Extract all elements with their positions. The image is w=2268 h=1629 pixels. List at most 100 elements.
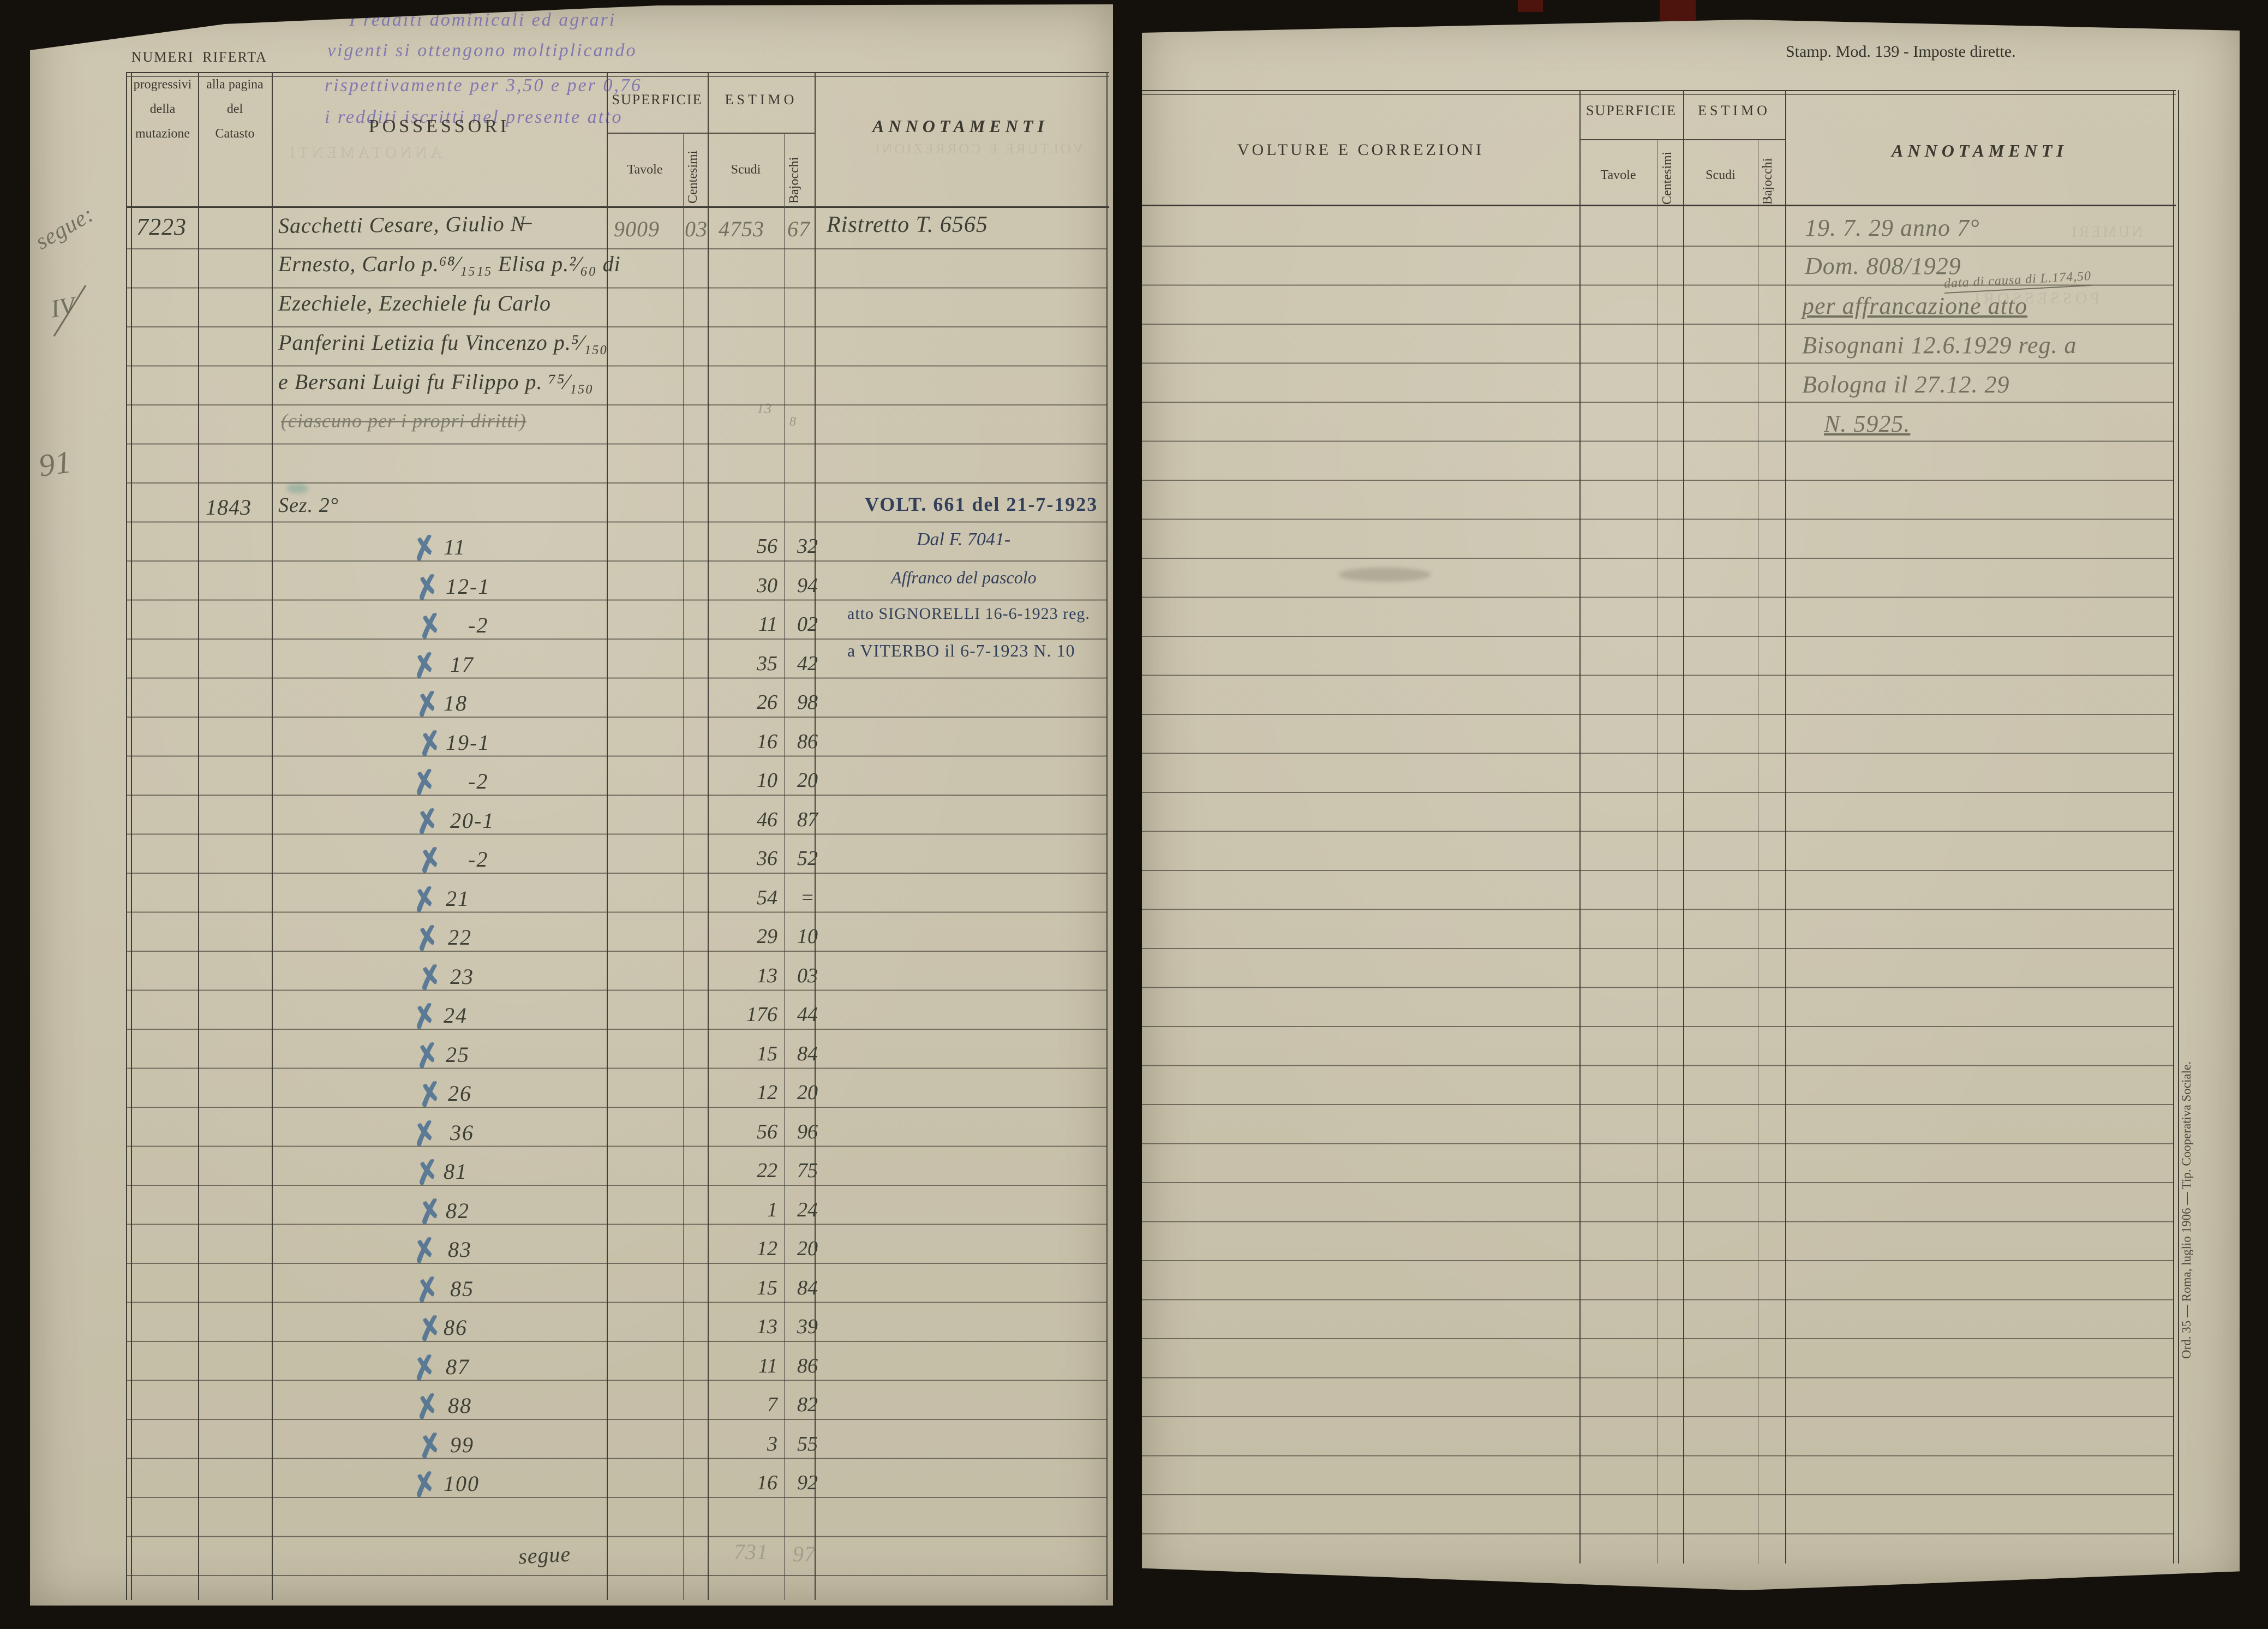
bleedthrough-ghost: NUMERI [2069, 224, 2143, 241]
header-annotamenti: ANNOTAMENTI [1892, 141, 2068, 160]
header-superficie: SUPERFICIE [1586, 103, 1677, 118]
particle-row: ✗ 87 11 86 [30, 1349, 1113, 1392]
header-bottom-border [1142, 205, 2176, 206]
right-page: Stamp. Mod. 139 - Imposte dirette. VOLTU… [1142, 20, 2240, 1590]
col-line [1106, 72, 1108, 1600]
entry1-possessori-line: Ernesto, Carlo p.⁶⁸⁄₁₅₁₅ Elisa p.²⁄₆₀ di [278, 252, 621, 276]
particle-row: ✗ 86 13 39 [30, 1310, 1113, 1353]
blue-cross-mark: ✗ [409, 881, 441, 920]
particle-number: -2 [468, 769, 489, 793]
particle-bajocchi: 84 [797, 1276, 818, 1299]
particle-row: ✗ 23 13 03 [30, 959, 1113, 1002]
blue-cross-mark: ✗ [414, 842, 446, 881]
blue-cross-mark: ✗ [411, 569, 444, 607]
header-volture: VOLTURE E CORREZIONI [1237, 141, 1485, 159]
particle-row: ✗ 17 35 42 [30, 647, 1113, 690]
particle-scudi: 3 [767, 1432, 777, 1455]
particle-scudi: 15 [757, 1276, 777, 1299]
particle-number: 24 [444, 1003, 468, 1028]
annotation-line2: Dom. 808/1929 [1805, 253, 1961, 279]
blue-cross-mark: ✗ [411, 803, 444, 842]
blue-cross-mark: ✗ [409, 1466, 441, 1505]
particle-bajocchi: 24 [797, 1198, 818, 1221]
particle-number: 11 [444, 535, 466, 559]
entry1-numero: 7223 [136, 213, 187, 240]
particle-scudi: 22 [757, 1159, 777, 1182]
particle-bajocchi: 42 [797, 652, 818, 675]
blue-cross-mark: ✗ [411, 1037, 444, 1076]
blue-cross-mark: ✗ [409, 647, 441, 685]
header-riferta-l1: RIFERTA [202, 49, 267, 65]
annotation-line5: Bologna il 27.12. 29 [1802, 371, 2010, 398]
particle-bajocchi: = [800, 886, 815, 909]
particle-row: ✗ 85 15 84 [30, 1271, 1113, 1314]
particle-row: ✗ 26 12 20 [30, 1076, 1113, 1119]
header-centesimi: Centesimi [1660, 151, 1674, 205]
blue-cross-mark: ✗ [409, 1349, 441, 1388]
entry1-possessori-line: Panferini Letizia fu Vincenzo p.⁵⁄₁₅₀ [278, 330, 608, 355]
blue-cross-mark: ✗ [409, 1232, 441, 1271]
voltura-stamp-line4: atto SIGNORELLI 16-6-1923 reg. [847, 605, 1090, 623]
multiplier-stamp-line4: i redditi iscritti nel presente atto [325, 107, 623, 127]
particle-number: 85 [450, 1276, 474, 1301]
particle-scudi: 29 [757, 925, 777, 948]
blue-cross-mark: ✗ [414, 1427, 446, 1466]
particle-bajocchi: 86 [797, 1354, 818, 1377]
particle-bajocchi: 92 [797, 1471, 818, 1494]
header-superficie: SUPERFICIE [612, 92, 703, 108]
particle-scudi: 30 [757, 574, 777, 597]
particle-row: ✗ 11 56 32 [30, 530, 1113, 572]
particle-scudi: 16 [757, 730, 777, 753]
annotation-line6: N. 5925. [1824, 410, 1911, 437]
header-riferta-l4: Catasto [215, 127, 255, 141]
particle-scudi: 15 [757, 1042, 777, 1065]
particle-number: 17 [450, 652, 474, 677]
annotation-line3: per affrancazione atto [1802, 293, 2028, 319]
blue-cross-mark: ✗ [409, 529, 441, 569]
annotation-line4: Bisognani 12.6.1929 reg. a [1802, 332, 2077, 359]
particle-bajocchi: 10 [797, 925, 818, 948]
particle-number: -2 [468, 847, 489, 872]
particle-row: ✗ 88 7 82 [30, 1388, 1113, 1431]
header-numeri-l4: mutazione [135, 127, 190, 141]
particle-number: 99 [450, 1432, 474, 1457]
particle-number: 21 [446, 886, 470, 911]
particle-row: ✗ 19-1 16 86 [30, 725, 1113, 768]
particle-row: ✗ 12-1 30 94 [30, 569, 1113, 612]
entry2-riferta: 1843 [206, 495, 252, 520]
particle-scudi: 12 [757, 1081, 777, 1104]
particle-row: ✗ 18 26 98 [30, 686, 1113, 729]
particle-number: 20-1 [450, 808, 495, 833]
entry1-bajocchi: 67 [787, 217, 810, 241]
entry1-possessori-line: Ezechiele, Ezechiele fu Carlo [278, 291, 551, 315]
particle-bajocchi: 96 [797, 1120, 818, 1143]
entry1-possessori-line: e Bersani Luigi fu Filippo p. ⁷⁵⁄₁₅₀ [278, 369, 594, 394]
header-riferta: RIFERTA alla pagina del Catasto [198, 49, 272, 141]
particle-bajocchi: 94 [797, 574, 818, 597]
blue-cross-mark: ✗ [411, 920, 444, 959]
header-estimo: ESTIMO [725, 92, 798, 108]
blue-cross-mark: ✗ [414, 725, 446, 763]
table-top-border [127, 72, 1109, 77]
particle-scudi: 56 [757, 1120, 777, 1143]
particle-scudi: 11 [758, 1354, 777, 1377]
particle-row: ✗ 22 29 10 [30, 920, 1113, 963]
particle-scudi: 16 [757, 1471, 777, 1494]
particle-number: 18 [444, 691, 468, 715]
entry1-possessori-struck: (ciascuno per i propri diritti) [281, 410, 526, 432]
particle-bajocchi: 20 [797, 1081, 818, 1104]
particle-list: ✗ 11 56 32 ✗ 12-1 30 94 ✗ -2 11 02 ✗ 17 35 42 ✗ 18 26 98 ✗ 19… [30, 4, 1113, 1606]
multiplier-stamp-line3: rispettivamente per 3,50 e per 0,76 [325, 75, 642, 96]
blue-cross-mark: ✗ [414, 1076, 446, 1115]
particle-row: ✗ 81 22 75 [30, 1154, 1113, 1197]
particle-bajocchi: 39 [797, 1315, 818, 1338]
particle-row: ✗ 24 176 44 [30, 998, 1113, 1041]
blue-cross-mark: ✗ [411, 1388, 444, 1427]
particle-number: 88 [448, 1393, 472, 1418]
particle-row: ✗ 21 54 = [30, 881, 1113, 924]
particle-scudi: 1 [767, 1198, 777, 1221]
multiplier-stamp-line2: vigenti si ottengono moltiplicando [327, 40, 637, 61]
particle-scudi: 26 [757, 691, 777, 714]
entry2-segue: segue [517, 1541, 572, 1569]
blue-cross-mark: ✗ [409, 1115, 441, 1154]
